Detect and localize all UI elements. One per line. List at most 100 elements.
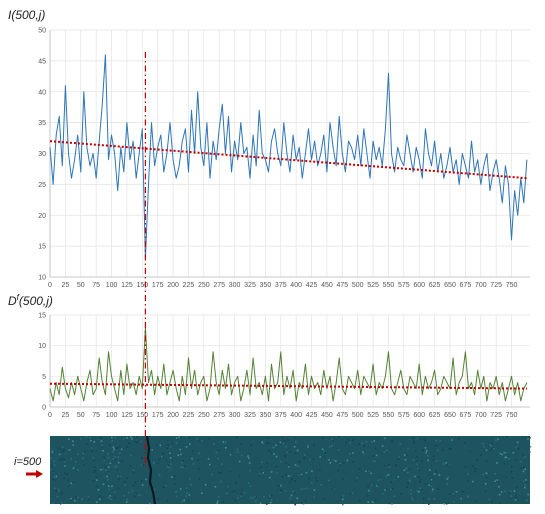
strip-speckle	[90, 447, 93, 449]
strip-speckle	[75, 495, 77, 498]
strip-speckle	[55, 489, 57, 492]
strip-speckle	[520, 467, 523, 469]
strip-speckle	[124, 484, 126, 486]
strip-speckle	[70, 482, 73, 485]
strip-speckle	[351, 492, 354, 495]
strip-speckle	[219, 472, 222, 474]
strip-speckle	[218, 471, 220, 474]
strip-speckle	[428, 503, 430, 505]
strip-speckle	[322, 437, 324, 439]
bottom-x-tick-label: 750	[506, 412, 518, 419]
strip-speckle	[452, 493, 455, 495]
strip-speckle	[408, 479, 411, 482]
strip-speckle	[437, 488, 439, 490]
strip-speckle	[384, 489, 386, 491]
strip-speckle	[307, 446, 309, 448]
strip-speckle	[529, 437, 531, 439]
strip-speckle	[282, 443, 285, 445]
strip-speckle	[225, 447, 227, 449]
strip-speckle	[381, 445, 384, 447]
strip-speckle	[418, 476, 420, 478]
strip-speckle	[182, 460, 185, 462]
strip-speckle	[445, 503, 448, 505]
strip-speckle	[104, 458, 106, 460]
strip-speckle	[98, 495, 101, 497]
top-x-tick-label: 50	[77, 282, 85, 289]
strip-speckle	[529, 451, 531, 453]
strip-speckle	[249, 469, 252, 472]
strip-speckle	[125, 501, 128, 503]
top-x-tick-label: 450	[321, 282, 333, 289]
strip-speckle	[409, 480, 411, 483]
strip-speckle	[74, 499, 76, 502]
strip-speckle	[411, 498, 414, 501]
strip-speckle	[337, 469, 339, 472]
strip-speckle	[100, 469, 102, 471]
strip-speckle	[383, 451, 386, 453]
strip-speckle	[93, 466, 96, 468]
strip-speckle	[525, 480, 527, 483]
strip-speckle	[349, 441, 352, 444]
strip-speckle	[80, 438, 82, 440]
strip-speckle	[101, 446, 104, 449]
strip-speckle	[515, 494, 517, 496]
strip-speckle	[310, 482, 313, 484]
strip-speckle	[63, 477, 65, 479]
strip-speckle	[425, 451, 427, 454]
strip-speckle	[100, 440, 103, 442]
strip-speckle	[329, 462, 332, 464]
strip-speckle	[482, 473, 485, 476]
strip-speckle	[166, 447, 168, 449]
strip-speckle	[231, 491, 234, 493]
strip-speckle	[239, 443, 242, 445]
strip-speckle	[101, 444, 104, 447]
strip-speckle	[284, 455, 286, 457]
strip-speckle	[511, 477, 514, 479]
strip-speckle	[280, 490, 282, 492]
strip-speckle	[429, 469, 431, 471]
strip-speckle	[103, 459, 106, 462]
bottom-x-tick-label: 75	[92, 412, 100, 419]
strip-speckle	[384, 464, 386, 467]
strip-speckle	[68, 484, 70, 487]
strip-speckle	[111, 436, 113, 439]
strip-speckle	[363, 445, 365, 447]
strip-speckle	[275, 455, 278, 458]
strip-speckle	[86, 443, 89, 445]
strip-speckle	[305, 471, 308, 474]
strip-speckle	[132, 484, 135, 487]
strip-speckle	[344, 472, 347, 475]
strip-speckle	[87, 495, 90, 498]
strip-speckle	[113, 448, 115, 450]
strip-speckle	[496, 462, 498, 464]
strip-speckle	[273, 453, 275, 455]
strip-speckle	[368, 489, 370, 492]
strip-speckle	[443, 503, 445, 505]
strip-speckle	[119, 446, 121, 448]
strip-speckle	[372, 455, 375, 457]
strip-speckle	[159, 444, 162, 447]
strip-speckle	[270, 499, 273, 501]
strip-speckle	[349, 492, 352, 495]
strip-speckle	[419, 479, 422, 481]
strip-speckle	[72, 444, 74, 446]
strip-speckle	[374, 499, 377, 501]
strip-speckle	[185, 495, 187, 497]
top-x-tick-label: 750	[506, 282, 518, 289]
strip-speckle	[139, 494, 142, 496]
strip-speckle	[300, 488, 303, 491]
strip-speckle	[128, 492, 130, 494]
strip-speckle	[296, 497, 299, 500]
strip-speckle	[92, 460, 95, 462]
strip-speckle	[483, 446, 485, 448]
strip-speckle	[308, 477, 310, 480]
strip-speckle	[182, 466, 184, 469]
strip-speckle	[157, 462, 159, 465]
bottom-x-tick-label: 325	[244, 412, 256, 419]
top-y-tick-label: 50	[38, 28, 46, 35]
strip-speckle	[114, 496, 116, 499]
strip-speckle	[262, 472, 264, 474]
strip-speckle	[491, 447, 494, 449]
strip-speckle	[175, 437, 178, 439]
row-arrow-icon	[26, 470, 43, 478]
